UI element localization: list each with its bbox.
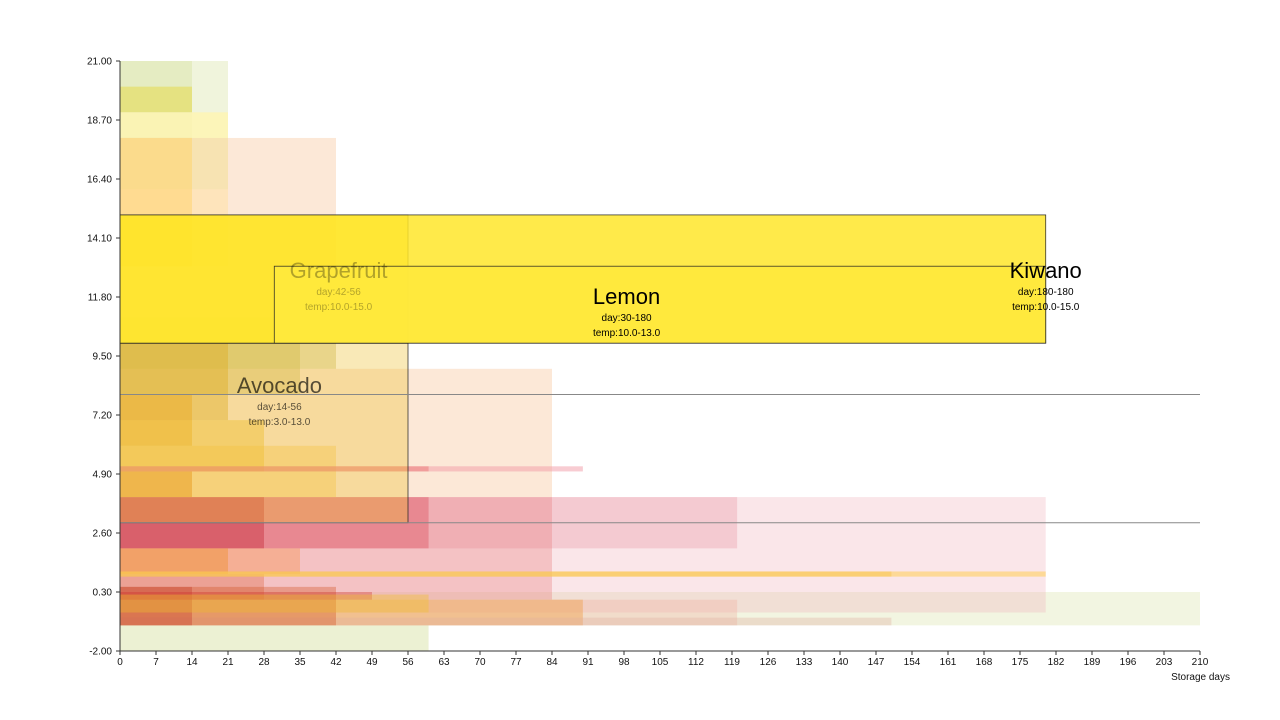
x-tick-label-49: 49 bbox=[366, 657, 378, 668]
fruit-labels: Lemon day:30-180 temp:10.0-13.0 Kiwano day:1… bbox=[237, 258, 1082, 428]
x-tick-label-112: 112 bbox=[688, 657, 704, 668]
range-bar-23 bbox=[120, 466, 429, 472]
range-bar-avocado bbox=[119, 342, 409, 524]
x-tick-label-42: 42 bbox=[330, 657, 342, 668]
x-tick-label-147: 147 bbox=[868, 657, 885, 668]
range-bar-28 bbox=[120, 571, 892, 577]
y-tick-label-10: 21.00 bbox=[87, 57, 112, 68]
x-tick-label-84: 84 bbox=[546, 657, 558, 668]
y-tick-label-4: 7.20 bbox=[93, 411, 113, 422]
x-tick-label-168: 168 bbox=[976, 657, 993, 668]
highlighted-ranges bbox=[119, 214, 1047, 524]
axes: 0 7 14 21 28 35 42 49 56 63 70 77 84 91 98 105 112 119 126… bbox=[87, 57, 1230, 684]
label-lemon-name: Lemon bbox=[593, 284, 660, 309]
range-bar-21 bbox=[120, 471, 192, 498]
label-group-kiwano: Kiwano day:180-180 temp:10.0-15.0 bbox=[1010, 258, 1082, 313]
range-bar-33 bbox=[120, 586, 192, 626]
x-tick-label-140: 140 bbox=[832, 657, 849, 668]
x-tick-label-189: 189 bbox=[1084, 657, 1101, 668]
range-bar-18 bbox=[120, 394, 192, 446]
x-tick-label-35: 35 bbox=[294, 657, 306, 668]
x-tick-label-14: 14 bbox=[186, 657, 198, 668]
y-tick-label-3: 4.90 bbox=[93, 470, 113, 481]
x-tick-label-196: 196 bbox=[1120, 657, 1137, 668]
y-tick-label-6: 11.80 bbox=[88, 293, 113, 304]
x-axis-title: Storage days bbox=[1171, 672, 1230, 683]
range-bar-16 bbox=[120, 343, 300, 395]
label-grapefruit-name: Grapefruit bbox=[290, 258, 388, 283]
x-tick-label-210: 210 bbox=[1192, 657, 1209, 668]
y-tick-label-5: 9.50 bbox=[93, 352, 113, 363]
x-tick-label-7: 7 bbox=[153, 657, 159, 668]
x-tick-label-21: 21 bbox=[222, 657, 234, 668]
x-tick-label-182: 182 bbox=[1048, 657, 1065, 668]
label-group-avocado: Avocado day:14-56 temp:3.0-13.0 bbox=[237, 373, 322, 428]
range-bar-34 bbox=[120, 592, 372, 600]
x-tick-label-105: 105 bbox=[652, 657, 669, 668]
x-tick-label-63: 63 bbox=[438, 657, 450, 668]
x-tick-label-28: 28 bbox=[258, 657, 270, 668]
reference-lines bbox=[120, 393, 1200, 524]
y-tick-label-7: 14.10 bbox=[87, 234, 112, 245]
y-tick-label-1: 0.30 bbox=[93, 588, 113, 599]
label-lemon-temp: temp:10.0-13.0 bbox=[593, 328, 661, 339]
label-avocado-name: Avocado bbox=[237, 373, 322, 398]
range-bar-26 bbox=[120, 574, 264, 600]
x-tick-label-175: 175 bbox=[1012, 657, 1029, 668]
label-grapefruit-temp: temp:10.0-15.0 bbox=[305, 302, 373, 313]
range-bar-27 bbox=[120, 571, 1046, 577]
range-bar-lemon bbox=[273, 265, 1047, 344]
y-tick-label-8: 16.40 bbox=[87, 175, 112, 186]
y-tick-label-2: 2.60 bbox=[93, 529, 113, 540]
y-tick-label-0: -2.00 bbox=[89, 647, 112, 658]
x-tick-label-98: 98 bbox=[618, 657, 630, 668]
label-group-grapefruit: Grapefruit day:42-56 temp:10.0-15.0 bbox=[290, 258, 388, 313]
x-tick-label-119: 119 bbox=[724, 657, 740, 668]
range-bar-35 bbox=[120, 594, 429, 613]
range-bar-11 bbox=[120, 86, 192, 113]
range-bar-32 bbox=[120, 586, 336, 626]
y-tick-label-9: 18.70 bbox=[87, 116, 112, 127]
label-grapefruit-days: day:42-56 bbox=[316, 287, 361, 298]
label-kiwano-name: Kiwano bbox=[1010, 258, 1082, 283]
label-group-lemon: Lemon day:30-180 temp:10.0-13.0 bbox=[593, 284, 661, 339]
range-bar-30 bbox=[120, 599, 738, 626]
label-kiwano-days: day:180-180 bbox=[1018, 287, 1074, 298]
x-tick-label-203: 203 bbox=[1156, 657, 1173, 668]
range-bar-1 bbox=[120, 625, 429, 651]
label-lemon-days: day:30-180 bbox=[602, 313, 652, 324]
range-bar-24 bbox=[120, 548, 300, 575]
label-kiwano-temp: temp:10.0-15.0 bbox=[1012, 302, 1080, 313]
range-bar-25 bbox=[120, 548, 228, 575]
x-tick-label-161: 161 bbox=[940, 657, 957, 668]
range-bar-19 bbox=[120, 420, 264, 472]
x-tick-label-0: 0 bbox=[117, 657, 123, 668]
range-bar-31 bbox=[120, 617, 892, 626]
label-avocado-temp: temp:3.0-13.0 bbox=[249, 417, 311, 428]
x-tick-label-91: 91 bbox=[582, 657, 594, 668]
range-bar-29 bbox=[120, 599, 583, 626]
x-tick-label-126: 126 bbox=[760, 657, 777, 668]
label-avocado-days: day:14-56 bbox=[257, 402, 302, 413]
x-tick-label-77: 77 bbox=[510, 657, 522, 668]
x-tick-label-56: 56 bbox=[402, 657, 414, 668]
range-bar-22 bbox=[120, 466, 583, 472]
x-tick-label-154: 154 bbox=[904, 657, 921, 668]
range-bar-12 bbox=[120, 112, 228, 138]
x-tick-label-70: 70 bbox=[474, 657, 486, 668]
x-tick-label-133: 133 bbox=[796, 657, 813, 668]
